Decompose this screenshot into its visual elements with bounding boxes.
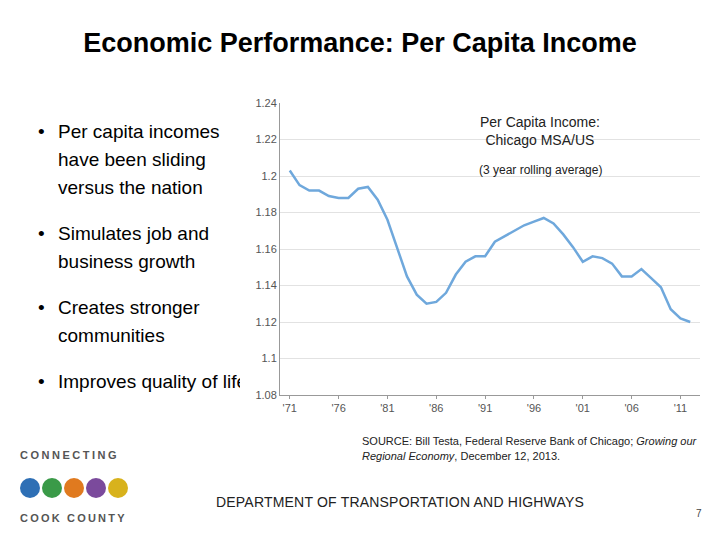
svg-text:1.22: 1.22 <box>255 133 276 145</box>
svg-text:1.2: 1.2 <box>262 170 277 182</box>
svg-text:'06: '06 <box>624 402 638 414</box>
svg-text:1.24: 1.24 <box>255 97 276 109</box>
svg-text:1.14: 1.14 <box>255 279 276 291</box>
svg-text:'81: '81 <box>380 402 394 414</box>
svg-text:'96: '96 <box>527 402 541 414</box>
html-text:SOURCE: Bill Testa, Federal Re: SOURCE: Bill Testa, Federal Reserve Bank… <box>362 435 697 462</box>
svg-text:'86: '86 <box>429 402 443 414</box>
html-text:COOK COUNTY: COOK COUNTY <box>20 512 127 524</box>
svg-text:'76: '76 <box>331 402 345 414</box>
html-text:Simulates job and business gro: Simulates job and business growth <box>58 223 209 272</box>
svg-text:1.08: 1.08 <box>255 389 276 401</box>
html-text:DEPARTMENT OF TRANSPORTATION A: DEPARTMENT OF TRANSPORTATION AND HIGHWAY… <box>216 494 585 510</box>
html-text:Per capita incomes have been s: Per capita incomes have been sliding ver… <box>58 121 220 198</box>
html-text:CONNECTING: CONNECTING <box>20 449 119 461</box>
html-text:7: 7 <box>696 508 702 519</box>
html-text:Creates stronger communities: Creates stronger communities <box>58 297 200 346</box>
html-text:Improves quality of life: Improves quality of life <box>58 371 247 392</box>
svg-text:'91: '91 <box>478 402 492 414</box>
svg-text:(3 year rolling average): (3 year rolling average) <box>479 163 602 177</box>
svg-text:'71: '71 <box>283 402 297 414</box>
html-text:Economic Performance: Per Capi: Economic Performance: Per Capita Income <box>83 28 637 58</box>
svg-text:1.12: 1.12 <box>255 316 276 328</box>
svg-text:'11: '11 <box>674 402 688 414</box>
svg-text:1.1: 1.1 <box>262 352 277 364</box>
svg-text:'01: '01 <box>576 402 590 414</box>
svg-text:1.18: 1.18 <box>255 206 276 218</box>
svg-text:1.16: 1.16 <box>255 243 276 255</box>
svg-text:Per Capita Income:Chicago MSA/: Per Capita Income:Chicago MSA/US <box>480 114 600 148</box>
